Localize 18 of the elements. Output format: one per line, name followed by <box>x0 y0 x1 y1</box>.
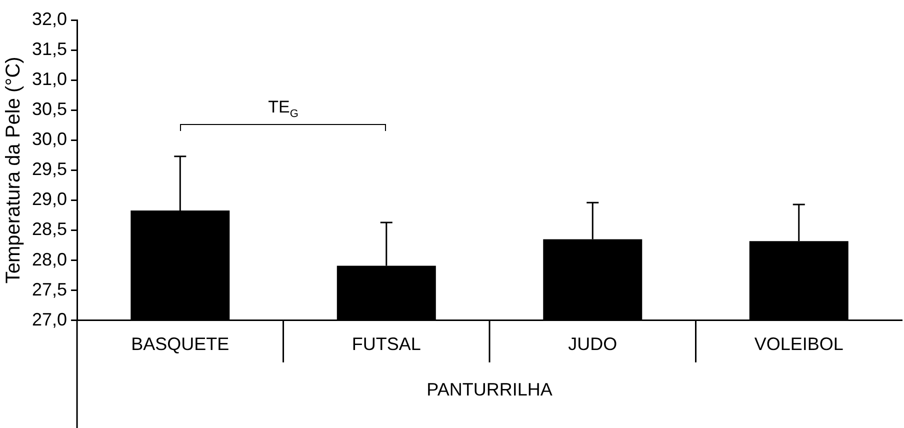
y-tick-label: 30,5 <box>32 99 68 120</box>
y-tick-label: 29,5 <box>32 159 68 180</box>
y-tick-label: 30,0 <box>32 129 68 150</box>
y-tick-label: 28,5 <box>32 219 68 240</box>
x-tick-label: VOLEIBOL <box>754 334 844 354</box>
x-axis-title: PANTURRILHA <box>426 379 552 400</box>
y-tick-label: 29,0 <box>32 189 68 210</box>
y-tick-label: 28,0 <box>32 249 68 270</box>
x-tick-label: JUDO <box>568 334 618 354</box>
y-axis-title: Temperatura da Pele (°C) <box>2 56 25 284</box>
y-tick-label: 32,0 <box>32 8 68 29</box>
x-tick-label: BASQUETE <box>131 334 230 354</box>
x-tick-label: FUTSAL <box>352 334 421 354</box>
y-tick-label: 27,5 <box>32 279 68 300</box>
annotation: TE$_{G}$ <box>268 98 298 120</box>
y-tick-label: 31,5 <box>32 39 68 60</box>
y-tick-label: 31,0 <box>32 69 68 90</box>
y-tick-label: 27,0 <box>32 309 68 330</box>
